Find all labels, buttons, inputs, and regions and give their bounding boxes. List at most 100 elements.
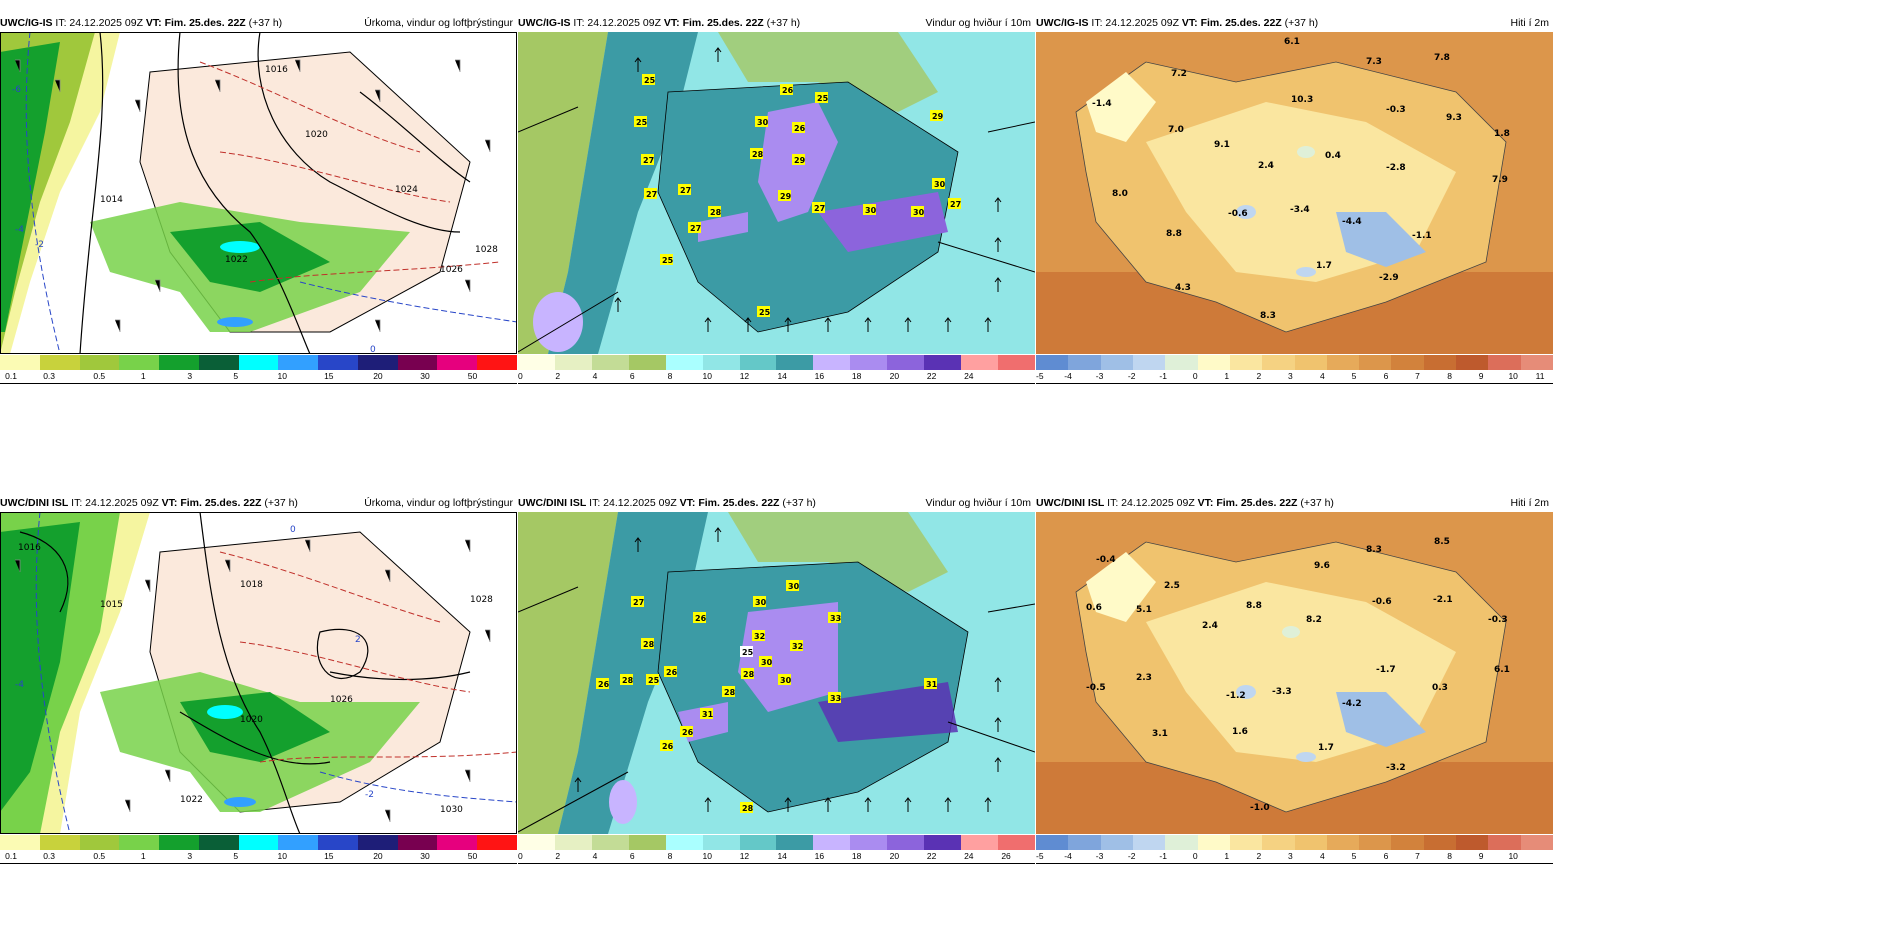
legend-tick: -2 xyxy=(1127,371,1136,381)
legend-baseline xyxy=(0,383,517,384)
gust-label: 28 xyxy=(622,676,634,685)
legend-swatch xyxy=(813,355,851,370)
legend-tick: 0.1 xyxy=(5,371,17,381)
legend-swatch xyxy=(1132,835,1166,850)
legend-tick: 24 xyxy=(964,851,974,861)
temp-label: -2.1 xyxy=(1433,595,1453,605)
gust-label-marker: 32 xyxy=(790,640,803,651)
map-lines xyxy=(518,586,1035,833)
temp-label: 6.1 xyxy=(1284,37,1300,47)
precip-legend: 0.1 0.3 0.5 1 3 5 10 15 20 30 50 xyxy=(0,355,517,389)
legend-swatch xyxy=(1456,355,1489,370)
legend-swatch xyxy=(1520,355,1553,370)
pressure-label: 1015 xyxy=(100,600,123,610)
legend-tick: 4 xyxy=(592,851,598,861)
wind-calm-west xyxy=(518,32,608,354)
gust-label-marker: 26 xyxy=(596,678,610,689)
gust-label: 33 xyxy=(830,694,841,703)
legend-tick: 0.1 xyxy=(5,851,17,861)
legend-swatch xyxy=(518,355,555,370)
legend-swatch xyxy=(1068,355,1101,370)
legend-swatch xyxy=(79,355,120,370)
cold-glacier xyxy=(1296,752,1316,762)
gust-label: 32 xyxy=(792,642,803,651)
temp-label: 1.7 xyxy=(1318,743,1334,753)
temp-label: 2.3 xyxy=(1136,673,1152,683)
legend-swatch xyxy=(238,835,279,850)
legend-tick: 4 xyxy=(1320,371,1325,381)
temp-westfjords xyxy=(1086,72,1156,142)
legend-baseline xyxy=(518,863,1035,864)
map-lines xyxy=(518,106,1035,353)
legend-swatch xyxy=(961,835,998,850)
cold-glacier xyxy=(1336,212,1426,267)
legend-ticks: 0.1 0.3 0.5 1 3 5 10 15 20 30 50 xyxy=(0,851,517,863)
legend-swatch xyxy=(1132,355,1166,370)
wind-panel-igis: UWC/IG-IS IT: 24.12.2025 09Z VT: Fim. 25… xyxy=(518,14,1035,389)
legend-swatch xyxy=(39,355,80,370)
gust-label: 30 xyxy=(757,118,769,127)
gust-label: 25 xyxy=(648,676,660,685)
gust-zone xyxy=(698,212,748,242)
legend-baseline xyxy=(1036,863,1553,864)
wind-calm-north xyxy=(718,32,938,112)
legend-tick: 4 xyxy=(1320,851,1325,861)
cold-glacier xyxy=(1297,146,1315,158)
pressure-label: 1028 xyxy=(475,245,498,255)
legend-tick: 1 xyxy=(1224,371,1230,381)
temp-label: -4.2 xyxy=(1342,699,1362,709)
legend-tick: 50 xyxy=(467,371,478,381)
legend-swatch xyxy=(79,835,120,850)
gust-label-marker: 27 xyxy=(631,596,644,607)
legend-tick: 30 xyxy=(420,851,430,861)
pressure-label: 1026 xyxy=(330,695,353,705)
wind-arrows xyxy=(574,527,1002,812)
legend-swatch xyxy=(1294,355,1327,370)
legend-tick: 7 xyxy=(1415,851,1420,861)
gust-label-marker: 29 xyxy=(792,154,806,165)
gust-label: 26 xyxy=(666,668,678,677)
legend-tick: 6 xyxy=(629,371,635,381)
wind-barbs xyxy=(15,59,491,332)
panel-title: Hiti í 2m xyxy=(1510,17,1549,29)
temp-label: -0.4 xyxy=(1096,555,1116,565)
legend-swatch xyxy=(1359,355,1392,370)
precip-max-cell xyxy=(220,241,260,253)
gust-label-marker: 30 xyxy=(778,674,792,685)
temp-label: 8.3 xyxy=(1366,545,1382,555)
neg-temp-lines xyxy=(35,512,517,834)
valid-time: VT: Fim. 25.des. 22Z xyxy=(1181,17,1282,29)
pressure-label: 1030 xyxy=(440,805,463,815)
temp-legend: -5 -4 -3 -2 -1 0 1 2 3 4 5 6 7 8 9 10 11 xyxy=(1036,355,1553,389)
gust-label-marker: 26 xyxy=(680,726,694,737)
gust-label-marker: 28 xyxy=(741,668,755,679)
cold-glacier xyxy=(1236,685,1256,699)
temp-label: 2.5 xyxy=(1164,581,1180,591)
isobars xyxy=(19,512,471,834)
legend-tick: -5 xyxy=(1036,851,1044,861)
temp-label: -1.1 xyxy=(1412,231,1432,241)
legend-swatch xyxy=(1391,835,1424,850)
wind-moderate xyxy=(548,32,698,354)
legend-tick: 26 xyxy=(1001,851,1011,861)
gust-label: 25 xyxy=(742,648,754,657)
precip-max-cell xyxy=(207,705,243,719)
gust-label: 31 xyxy=(702,710,714,719)
legend-swatch xyxy=(924,835,962,850)
legend-swatch xyxy=(1488,355,1521,370)
gust-label: 26 xyxy=(682,728,694,737)
legend-bar xyxy=(0,355,517,370)
legend-tick: 3 xyxy=(187,851,193,861)
legend-tick: 9 xyxy=(1478,371,1484,381)
model-name: UWC/DINI ISL xyxy=(518,497,587,509)
temp-label: 0.4 xyxy=(1325,151,1341,161)
gust-label-marker: 30 xyxy=(863,204,877,215)
temp-line-label: -2 xyxy=(35,240,44,250)
temp-label: 2.4 xyxy=(1202,621,1218,631)
temp-line-label: 0 xyxy=(290,525,296,535)
panel-header: UWC/IG-IS IT: 24.12.2025 09Z VT: Fim. 25… xyxy=(1036,14,1553,32)
gust-zone xyxy=(818,682,958,742)
legend-swatch xyxy=(1229,355,1263,370)
legend-swatch xyxy=(776,835,814,850)
legend-tick: 30 xyxy=(420,371,430,381)
